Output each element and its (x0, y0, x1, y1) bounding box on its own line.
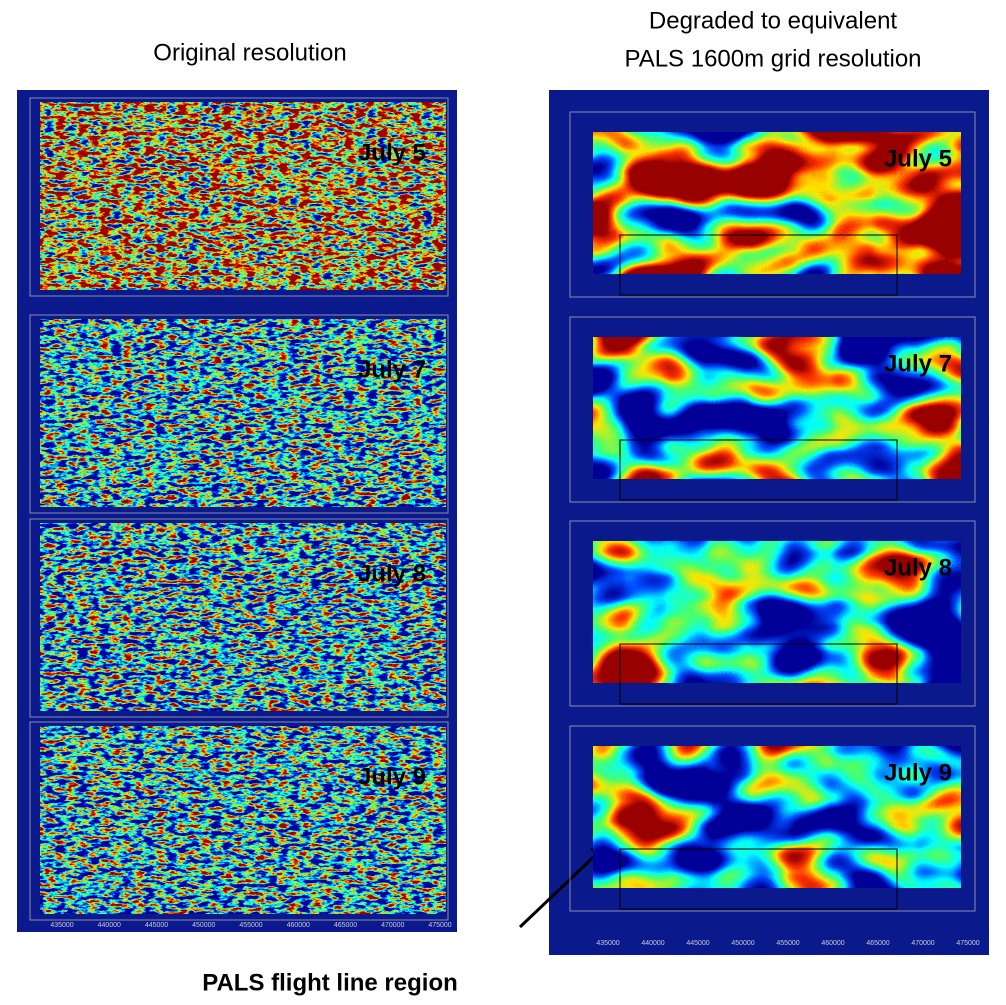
date-label: July 5 (884, 145, 952, 172)
right-panel-title: PALS 1600m grid resolution (624, 45, 921, 72)
soil-moisture-map (593, 132, 961, 274)
flight-line-box (619, 234, 898, 296)
x-tick-label: 440000 (641, 940, 664, 947)
soil-moisture-map (593, 541, 961, 683)
x-tick-label: 475000 (956, 940, 979, 947)
map-frame (569, 316, 976, 503)
x-tick-label: 450000 (731, 940, 754, 947)
annotation-arrow (518, 846, 605, 929)
flight-line-box (619, 848, 898, 910)
left-panel-title: Original resolution (153, 39, 346, 66)
x-tick-label: 455000 (776, 940, 799, 947)
right-panel-title: Degraded to equivalent (649, 7, 898, 34)
x-tick-label: 470000 (911, 940, 934, 947)
x-tick-label: 475000 (428, 922, 451, 929)
date-label: July 9 (358, 763, 426, 790)
map-frame (569, 111, 976, 298)
map-frame (29, 314, 449, 514)
soil-moisture-map (593, 337, 961, 479)
map-frame (29, 97, 449, 297)
map-frame (29, 721, 449, 921)
soil-moisture-map (593, 746, 961, 888)
x-tick-label: 445000 (145, 922, 168, 929)
x-tick-label: 460000 (821, 940, 844, 947)
x-tick-label: 465000 (866, 940, 889, 947)
x-tick-label: 460000 (287, 922, 310, 929)
map-frame (569, 520, 976, 707)
date-label: July 8 (884, 554, 952, 581)
soil-moisture-map (40, 726, 446, 914)
x-tick-label: 445000 (686, 940, 709, 947)
date-label: July 5 (358, 139, 426, 166)
flight-line-box (619, 439, 898, 501)
x-tick-label: 435000 (50, 922, 73, 929)
soil-moisture-map (40, 523, 446, 711)
date-label: July 8 (358, 560, 426, 587)
date-label: July 7 (884, 350, 952, 377)
annotation: PALS flight line region (202, 969, 458, 996)
x-tick-label: 450000 (192, 922, 215, 929)
x-tick-label: 470000 (381, 922, 404, 929)
x-tick-label: 465000 (334, 922, 357, 929)
x-tick-label: 455000 (239, 922, 262, 929)
x-tick-label: 440000 (98, 922, 121, 929)
soil-moisture-map (40, 319, 446, 507)
map-frame (29, 518, 449, 718)
x-tick-label: 435000 (596, 940, 619, 947)
date-label: July 7 (358, 356, 426, 383)
map-frame (569, 725, 976, 912)
flight-line-box (619, 643, 898, 705)
date-label: July 9 (884, 759, 952, 786)
soil-moisture-map (40, 102, 446, 290)
